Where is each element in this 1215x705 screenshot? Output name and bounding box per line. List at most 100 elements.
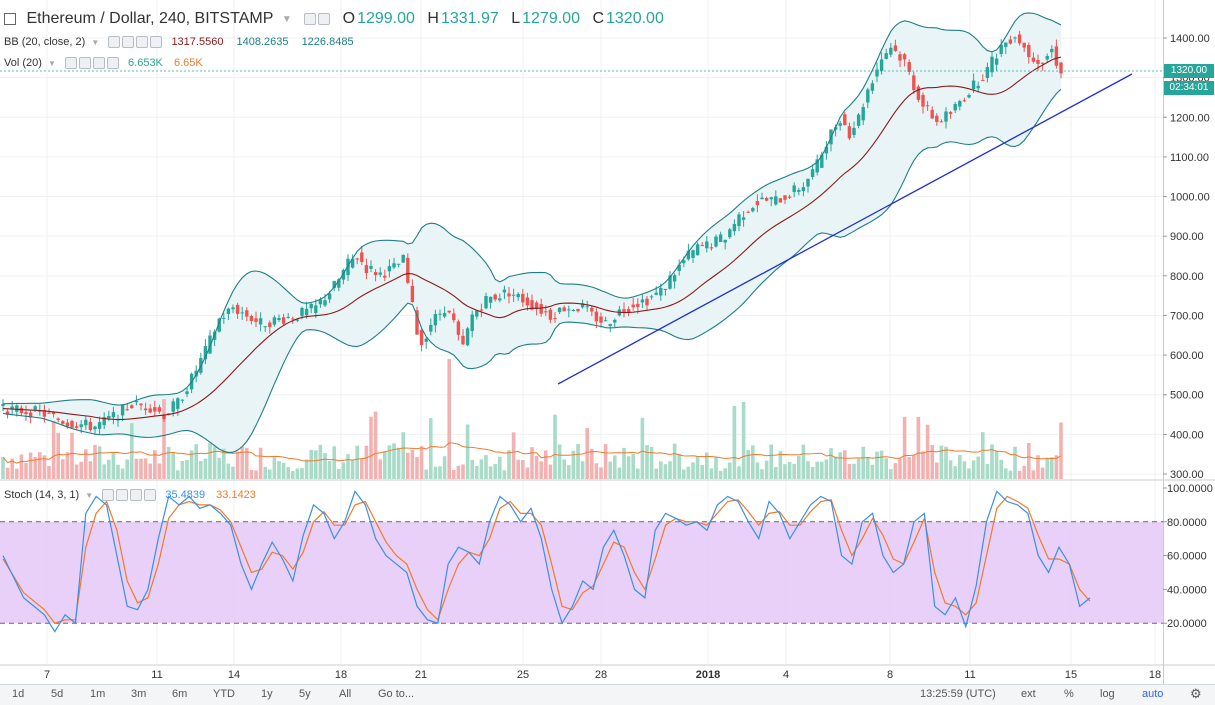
volume-bar [1008, 470, 1013, 479]
gear-icon[interactable] [116, 489, 129, 502]
range-5d[interactable]: 5d [51, 688, 64, 700]
volume-bar [677, 453, 681, 479]
volume-bar [695, 456, 700, 479]
gear-icon[interactable]: ⚙ [1190, 686, 1202, 701]
trend-line[interactable] [557, 73, 1133, 385]
volume-bar [567, 465, 571, 479]
volume-bar [1022, 465, 1026, 479]
volume-bar [838, 452, 842, 479]
eye-icon[interactable] [304, 13, 317, 25]
price-tick-label: 600.00 [1170, 350, 1204, 362]
log-toggle[interactable]: log [1100, 688, 1115, 700]
volume-bar [199, 460, 203, 479]
candle-body [1040, 62, 1045, 64]
range-6m[interactable]: 6m [172, 688, 188, 700]
volume-bar [332, 446, 336, 479]
volume-bar [976, 456, 980, 479]
percent-toggle[interactable]: % [1064, 688, 1074, 700]
close-icon[interactable] [106, 57, 119, 70]
chevron-down-icon[interactable]: ▼ [91, 37, 100, 47]
candle-body [912, 75, 916, 91]
candle-body [240, 312, 244, 314]
candle-body [843, 114, 847, 126]
open-label: O [342, 10, 356, 27]
candle-body [783, 195, 787, 200]
candle-body [700, 245, 704, 247]
bb-upper-value: 1408.2635 [236, 36, 289, 49]
volume-bar [10, 458, 14, 479]
vol-label[interactable]: Vol (20) [4, 57, 42, 70]
chevron-down-icon[interactable]: ▼ [281, 13, 292, 25]
menu-icon[interactable] [4, 13, 16, 25]
time-tick-label: 2018 [696, 669, 720, 681]
candle-body [948, 112, 953, 114]
volume-bar [291, 470, 295, 479]
range-1m[interactable]: 1m [90, 688, 106, 700]
stoch-label[interactable]: Stoch (14, 3, 1) [4, 489, 80, 502]
candle-body [410, 285, 415, 303]
plus-icon[interactable] [92, 57, 105, 70]
candle-body [277, 317, 281, 321]
volume-bar [511, 432, 516, 479]
bb-label[interactable]: BB (20, close, 2) [4, 36, 86, 49]
candle-body [5, 411, 10, 415]
plus-icon[interactable] [136, 36, 149, 49]
volume-bar [801, 444, 806, 479]
symbol-title[interactable]: Ethereum / Dollar, 240, BITSTAMP [26, 10, 274, 27]
close-icon[interactable] [144, 489, 157, 502]
range-1y[interactable]: 1y [261, 688, 273, 700]
price-tick-label: 500.00 [1170, 390, 1204, 402]
candle-body [61, 421, 65, 424]
volume-bar [470, 459, 474, 479]
plus-icon[interactable] [130, 489, 143, 502]
bb-upper-line [2, 12, 1062, 406]
range-all[interactable]: All [339, 688, 352, 700]
eye-icon[interactable] [102, 489, 115, 502]
range-ytd[interactable]: YTD [213, 688, 235, 700]
candle-body [971, 80, 976, 90]
range-5y[interactable]: 5y [299, 688, 311, 700]
candle-body [65, 422, 70, 427]
volume-bar [760, 469, 764, 479]
volume-bar [944, 446, 948, 479]
eye-icon[interactable] [64, 57, 77, 70]
volume-bar [465, 424, 470, 479]
stoch-tick-label: 60.0000 [1167, 551, 1207, 563]
candle-body [994, 58, 999, 65]
volume-bar [999, 459, 1003, 479]
candle-body [74, 426, 79, 428]
close-icon[interactable] [150, 36, 163, 49]
gear-icon[interactable] [318, 13, 331, 25]
volume-bar [875, 451, 879, 479]
auto-toggle[interactable]: auto [1142, 688, 1164, 700]
close-value: 1320.00 [606, 10, 664, 27]
volume-bar [562, 459, 566, 479]
range-3m[interactable]: 3m [131, 688, 147, 700]
high-label: H [427, 10, 439, 27]
volume-bar [226, 463, 231, 479]
volume-bar [594, 463, 599, 479]
price-tick-label: 1100.00 [1170, 152, 1209, 164]
gear-icon[interactable] [122, 36, 135, 49]
candle-body [810, 169, 815, 178]
goto-button[interactable]: Go to... [378, 688, 415, 700]
candle-body [245, 310, 249, 317]
candle-body [143, 408, 148, 411]
candle-body [590, 307, 594, 312]
volume-bar [415, 456, 419, 479]
volume-bar [235, 451, 240, 479]
candle-body [898, 54, 902, 61]
ext-toggle[interactable]: ext [1021, 688, 1036, 700]
candle-body [488, 296, 493, 303]
gear-icon[interactable] [78, 57, 91, 70]
chevron-down-icon[interactable]: ▼ [85, 490, 94, 500]
volume-bar [341, 462, 346, 479]
chevron-down-icon[interactable]: ▼ [47, 58, 56, 68]
volume-bar [705, 452, 709, 479]
time-tick-label: 14 [228, 669, 240, 681]
eye-icon[interactable] [108, 36, 121, 49]
candle-body [429, 324, 433, 332]
volume-bars [1, 359, 1063, 479]
range-1d[interactable]: 1d [12, 688, 25, 700]
